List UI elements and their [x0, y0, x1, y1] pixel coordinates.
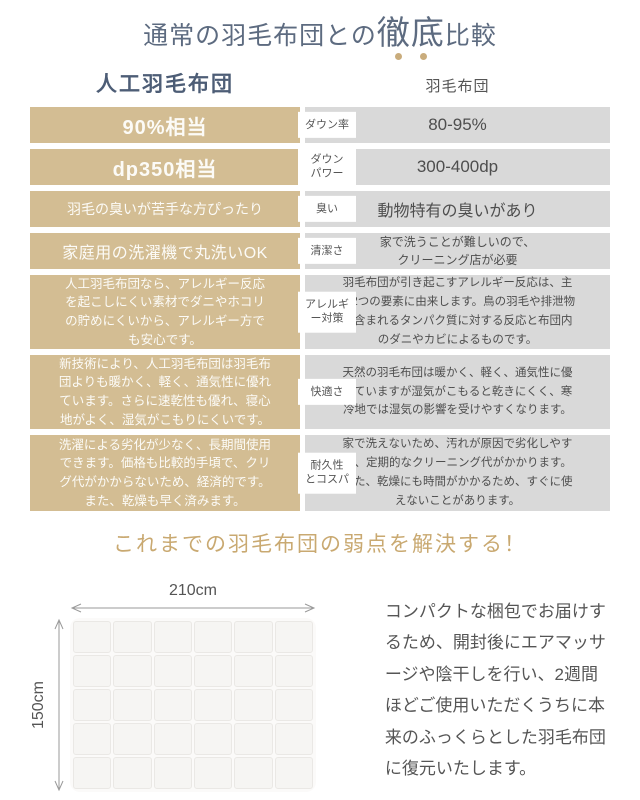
packing-description: コンパクトな梱包でお届けす るため、開封後にエアマッサ ージや陰干しを行い、2週…	[384, 602, 606, 779]
row-label: 臭い	[298, 195, 356, 223]
quilt-cell	[193, 621, 233, 653]
table-row-comfort: 新技術により、人工羽毛布団は羽毛布 団よりも暖かく、軽く、通気性に優れ ています…	[30, 355, 610, 429]
bottom-section: 210cm 150cm コンパクトな梱包でお届けす るため、開封後にエアマ	[0, 582, 640, 792]
column-header-artificial-down: 人工羽毛布団	[96, 73, 234, 96]
table-row-durability-cost: 洗濯による劣化が少なく、長期間使用 できます。価格も比較的手頃で、クリ グ代がか…	[30, 435, 610, 511]
artificial-value: 90%相当	[30, 107, 300, 143]
quilt-cell	[274, 757, 313, 789]
quilt-cell	[153, 621, 192, 653]
emphasis-dot	[394, 53, 402, 61]
diagram-body: 150cm	[28, 618, 363, 792]
solution-banner: これまでの羽毛布団の弱点を解決する！	[113, 533, 527, 556]
table-row-allergy: 人工羽毛布団なら、アレルギー反応 を起こしにくい素材でダニやホコリ の貯めにくい…	[30, 275, 610, 349]
quilt-cell	[153, 757, 192, 789]
artificial-value: 新技術により、人工羽毛布団は羽毛布 団よりも暖かく、軽く、通気性に優れ ています…	[30, 355, 300, 429]
emphasis-dot	[419, 53, 427, 61]
quilt-grid	[70, 618, 316, 792]
natural-value: 羽毛布団が引き起こすアレルギー反応は、主 に2つの要素に由来します。鳥の羽毛や排…	[305, 275, 610, 349]
page-title: 通常の羽毛布団との徹底 比較	[0, 0, 640, 61]
title-pre: 通常の羽毛布団との	[143, 22, 377, 50]
quilt-cell	[274, 723, 313, 755]
quilt-cell	[234, 621, 273, 653]
title-emphasis-text: 徹底	[376, 14, 445, 51]
row-label: 快適さ	[298, 378, 356, 406]
artificial-value: 羽毛の臭いが苦手な方ぴったり	[30, 191, 300, 227]
quilt-cell	[113, 757, 152, 789]
quilt-cell	[234, 757, 273, 789]
quilt-cell	[113, 621, 152, 653]
table-row-smell: 羽毛の臭いが苦手な方ぴったり 動物特有の臭いがあり 臭い	[30, 191, 610, 227]
size-diagram: 210cm 150cm	[28, 582, 363, 792]
quilt-cell	[153, 655, 192, 687]
quilt-cell	[193, 723, 233, 755]
quilt-cell	[113, 689, 152, 721]
row-label: ダウン パワー	[298, 146, 356, 188]
artificial-value: 人工羽毛布団なら、アレルギー反応 を起こしにくい素材でダニやホコリ の貯めにくい…	[30, 275, 300, 349]
column-headers: 人工羽毛布団 羽毛布団	[0, 68, 640, 98]
quilt-cell	[193, 689, 233, 721]
quilt-cell	[113, 655, 152, 687]
quilt-cell	[73, 689, 112, 721]
row-label: 耐久性 とコスパ	[298, 452, 356, 494]
row-label: アレルギ ー対策	[298, 291, 356, 333]
height-dimension: 150cm	[28, 618, 70, 792]
column-header-natural-down: 羽毛布団	[425, 78, 490, 95]
table-row-cleanliness: 家庭用の洗濯機で丸洗いOK 家で洗うことが難しいので、 クリーニング店が必要 清…	[30, 233, 610, 269]
quilt-cell	[153, 689, 192, 721]
quilt-cell	[274, 621, 313, 653]
table-row-down-power: dp350相当 300-400dp ダウン パワー	[30, 146, 610, 188]
quilt-cell	[73, 621, 112, 653]
height-dimension-label: 150cm	[30, 680, 48, 730]
emphasis-dots	[394, 53, 427, 61]
quilt-cell	[193, 757, 233, 789]
table-row-down-ratio: 90%相当 80-95% ダウン率	[30, 107, 610, 143]
width-dimension-label: 210cm	[168, 582, 218, 599]
quilt-cell	[234, 723, 273, 755]
artificial-value: 家庭用の洗濯機で丸洗いOK	[30, 233, 300, 269]
comparison-table: 90%相当 80-95% ダウン率 dp350相当 300-400dp ダウン …	[0, 107, 640, 511]
title-post: 比較	[444, 22, 497, 50]
artificial-value: 洗濯による劣化が少なく、長期間使用 できます。価格も比較的手頃で、クリ グ代がか…	[30, 435, 300, 511]
quilt-cell	[193, 655, 233, 687]
quilt-cell	[153, 723, 192, 755]
natural-value: 家で洗えないため、汚れが原因で劣化しやす く、定期的なクリーニング代がかかります…	[305, 435, 610, 511]
row-label: 清潔さ	[298, 237, 356, 265]
quilt-cell	[73, 655, 112, 687]
vertical-arrow-icon	[54, 618, 64, 792]
quilt-cell	[234, 689, 273, 721]
quilt-cell	[113, 723, 152, 755]
horizontal-arrow-icon	[70, 603, 316, 613]
quilt-cell	[234, 655, 273, 687]
quilt-cell	[274, 689, 313, 721]
artificial-value: dp350相当	[30, 149, 300, 185]
title-emphasis: 徹底	[376, 14, 445, 61]
quilt-cell	[73, 723, 112, 755]
row-label: ダウン率	[298, 111, 356, 139]
quilt-cell	[274, 655, 313, 687]
quilt-cell	[73, 757, 112, 789]
